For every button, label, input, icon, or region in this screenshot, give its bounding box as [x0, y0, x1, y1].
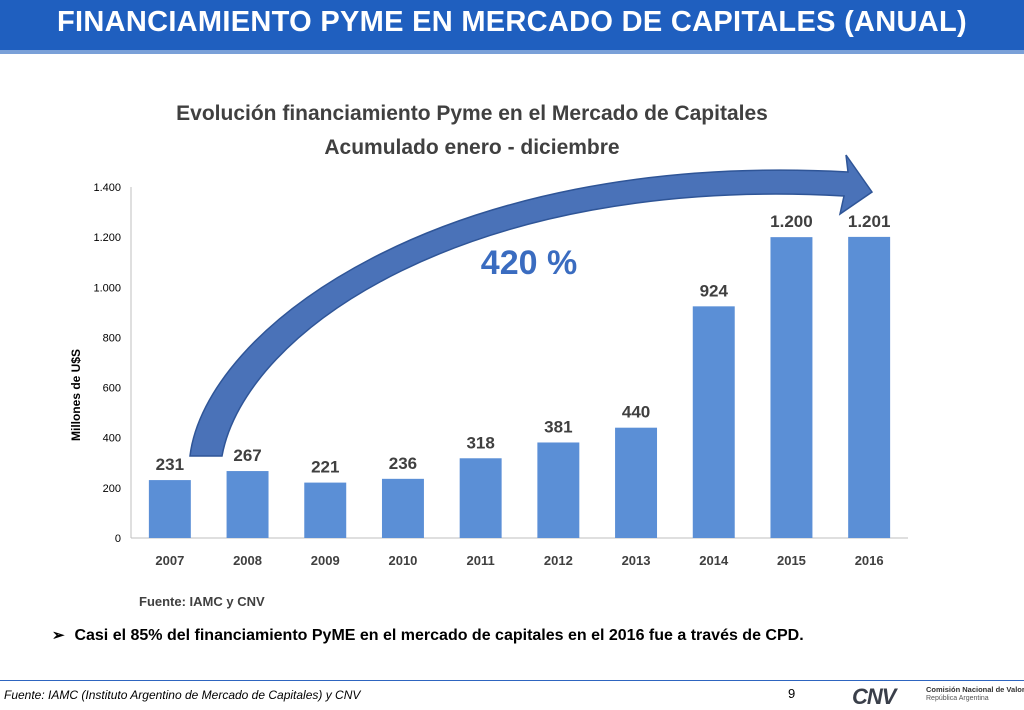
data-label: 924: [700, 281, 729, 300]
data-label: 1.201: [848, 212, 891, 231]
bar-2007: [148, 480, 191, 538]
x-tick-label: 2009: [311, 553, 340, 568]
bullet-text: Casi el 85% del financiamiento PyME en e…: [74, 627, 804, 644]
y-tick-label: 200: [103, 483, 121, 495]
x-tick-label: 2015: [777, 553, 806, 568]
x-tick-label: 2013: [622, 553, 651, 568]
chart-title: Evolución financiamiento Pyme en el Merc…: [176, 102, 768, 125]
data-label: 440: [622, 403, 650, 422]
cnv-logo-name: Comisión Nacional de Valores: [926, 685, 1024, 694]
bar-2013: [615, 427, 658, 538]
cnv-logo: CNV Comisión Nacional de Valores Repúbli…: [852, 683, 1024, 709]
bullet-arrow-icon: ➢: [52, 627, 65, 644]
bar-2012: [537, 442, 580, 538]
cnv-logo-country: República Argentina: [926, 695, 989, 702]
bullet-point: ➢ Casi el 85% del financiamiento PyME en…: [52, 626, 804, 645]
x-tick-label: 2011: [467, 553, 495, 568]
data-labels: 231 267 221 236 318 381 440 924 1.200 1.201: [156, 212, 891, 477]
y-tick-label: 1.200: [93, 232, 121, 244]
data-label: 236: [389, 454, 417, 473]
bar-2016: [848, 236, 891, 538]
bar-2010: [381, 478, 424, 538]
bars: [148, 236, 891, 538]
data-label: 318: [466, 433, 494, 452]
y-tick-label: 0: [115, 533, 121, 545]
footer-divider: [0, 680, 1024, 681]
x-tick-label: 2014: [699, 553, 729, 568]
y-tick-label: 1.000: [93, 282, 121, 294]
y-tick-label: 400: [103, 433, 121, 445]
y-tick-label: 800: [103, 332, 121, 344]
growth-annotation: 420 %: [481, 244, 577, 282]
slide-header: FINANCIAMIENTO PYME EN MERCADO DE CAPITA…: [0, 0, 1024, 54]
data-label: 1.200: [770, 212, 813, 231]
y-tick-label: 600: [103, 383, 121, 395]
x-tick-label: 2007: [155, 553, 184, 568]
x-ticks: 2007 2008 2009 2010 2011 2012 2013 2014 2015 2016: [155, 553, 883, 568]
data-label: 381: [544, 417, 572, 436]
chart-source: Fuente: IAMC y CNV: [139, 594, 265, 609]
x-tick-label: 2012: [544, 553, 573, 568]
data-label: 267: [233, 446, 261, 465]
growth-arrow: [189, 154, 874, 457]
bar-2009: [304, 482, 347, 538]
y-ticks: 0 200 400 600 800 1.000 1.200 1.400: [93, 182, 121, 545]
y-tick-label: 1.400: [93, 182, 121, 194]
bar-2008: [226, 471, 269, 538]
bar-2011: [459, 458, 502, 538]
x-tick-label: 2008: [233, 553, 262, 568]
cnv-logo-mark: CNV: [852, 684, 896, 709]
page-number: 9: [788, 686, 796, 701]
footer-source: Fuente: IAMC (Instituto Argentino de Mer…: [4, 688, 361, 702]
x-tick-label: 2016: [855, 553, 884, 568]
data-label: 221: [311, 458, 339, 477]
slide-title: FINANCIAMIENTO PYME EN MERCADO DE CAPITA…: [56, 6, 967, 38]
data-label: 231: [156, 455, 184, 474]
chart-subtitle: Acumulado enero - diciembre: [324, 136, 619, 159]
bar-2015: [770, 237, 813, 538]
bar-2014: [692, 306, 735, 538]
x-tick-label: 2010: [388, 553, 417, 568]
y-axis-label: Millones de U$S: [69, 349, 83, 441]
